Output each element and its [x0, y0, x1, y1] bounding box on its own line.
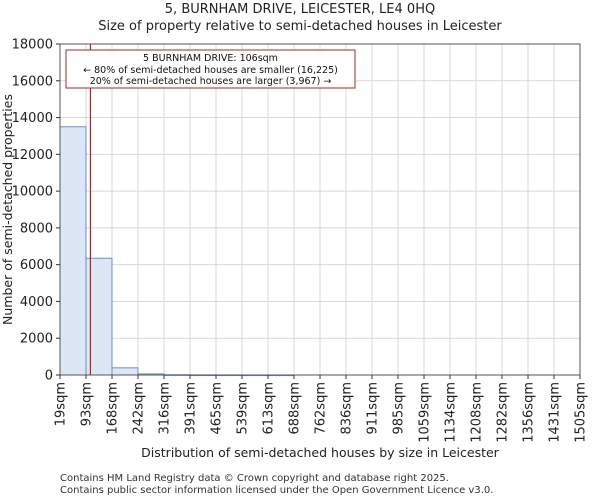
x-tick-label: 93sqm	[80, 382, 95, 426]
x-tick-label: 242sqm	[132, 382, 147, 435]
x-tick-label: 911sqm	[366, 382, 381, 435]
x-tick-label: 1208sqm	[470, 382, 485, 443]
y-tick-label: 10000	[12, 185, 53, 200]
x-tick-label: 19sqm	[54, 382, 69, 426]
y-tick-label: 16000	[12, 74, 53, 89]
annotation-line-2: ← 80% of semi-detached houses are smalle…	[83, 65, 338, 76]
x-tick-label: 762sqm	[314, 382, 329, 435]
x-tick-label: 688sqm	[288, 382, 303, 435]
y-tick-label: 2000	[20, 332, 53, 347]
footer-line-2: Contains public sector information licen…	[60, 485, 494, 496]
y-tick-label: 8000	[20, 221, 53, 236]
x-tick-label: 836sqm	[340, 382, 355, 435]
histogram-bar	[111, 367, 139, 376]
y-axis-ticks: 0 2000 4000 6000 8000 10000 12000 14000 16000 180…	[12, 38, 60, 384]
x-tick-label: 391sqm	[184, 382, 199, 435]
annotation-line-3: 20% of semi-detached houses are larger (…	[90, 76, 332, 87]
x-tick-label: 1505sqm	[574, 382, 589, 443]
y-tick-label: 0	[45, 369, 53, 384]
x-tick-label: 539sqm	[236, 382, 251, 435]
x-axis-label: Distribution of semi-detached houses by …	[141, 445, 500, 460]
y-tick-label: 14000	[12, 111, 53, 126]
x-tick-label: 1059sqm	[418, 382, 433, 443]
x-tick-label: 1282sqm	[496, 382, 511, 443]
annotation-line-1: 5 BURNHAM DRIVE: 106sqm	[143, 53, 278, 64]
x-tick-label: 613sqm	[262, 382, 277, 435]
x-tick-label: 465sqm	[210, 382, 225, 435]
x-tick-label: 985sqm	[392, 382, 407, 435]
x-tick-label: 316sqm	[158, 382, 173, 435]
x-axis-ticks: 19sqm 93sqm 168sqm 242sqm 316sqm 391sqm 465sqm…	[54, 375, 589, 443]
y-tick-label: 4000	[20, 295, 53, 310]
x-tick-label: 1356sqm	[522, 382, 537, 443]
y-tick-label: 18000	[12, 38, 53, 53]
x-tick-label: 168sqm	[106, 382, 121, 435]
grid	[59, 43, 581, 376]
chart-title: 5, BURNHAM DRIVE, LEICESTER, LE4 0HQ	[164, 2, 436, 17]
y-axis-label: Number of semi-detached properties	[0, 94, 15, 325]
footer-line-1: Contains HM Land Registry data © Crown c…	[60, 473, 449, 484]
histogram-bar	[59, 126, 87, 376]
x-tick-label: 1134sqm	[444, 382, 459, 443]
y-tick-label: 6000	[20, 258, 53, 273]
annotation-box: 5 BURNHAM DRIVE: 106sqm ← 80% of semi-de…	[65, 49, 356, 89]
chart-subtitle: Size of property relative to semi-detach…	[98, 19, 502, 34]
y-tick-label: 12000	[12, 148, 53, 163]
x-tick-label: 1431sqm	[548, 382, 563, 443]
